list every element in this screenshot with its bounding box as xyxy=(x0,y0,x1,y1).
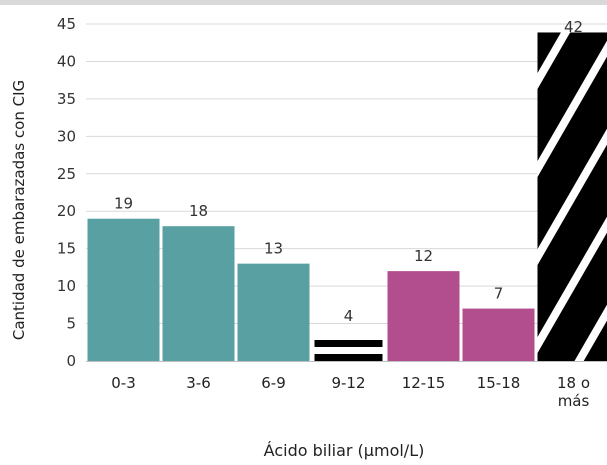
data-label: 4 xyxy=(344,307,354,325)
y-tick-label: 30 xyxy=(57,127,76,145)
data-labels: 19 18 13 4 12 7 42 xyxy=(114,18,583,325)
x-tick-line: 3-6 xyxy=(186,374,211,392)
y-tick-label: 0 xyxy=(66,352,76,370)
bar xyxy=(162,226,235,361)
x-tick-line: 0-3 xyxy=(111,374,136,392)
y-tick-label: 35 xyxy=(57,90,76,108)
data-label: 13 xyxy=(264,240,283,258)
x-tick-label: 6-9 xyxy=(261,374,286,392)
top-border xyxy=(0,0,607,5)
x-axis-ticks: 0-3 3-6 6-9 9-12 12-15 15-18 18 o más xyxy=(111,374,590,410)
x-axis-label: Ácido biliar (µmol/L) xyxy=(264,441,425,460)
data-label: 12 xyxy=(414,247,433,265)
bar-stripe xyxy=(314,354,383,361)
x-tick-label: 0-3 xyxy=(111,374,136,392)
data-label: 7 xyxy=(494,285,504,303)
y-tick-label: 5 xyxy=(66,315,76,333)
x-tick-line: 15-18 xyxy=(477,374,521,392)
bar xyxy=(537,32,607,361)
bar xyxy=(462,308,535,361)
bar xyxy=(387,271,460,361)
data-label: 42 xyxy=(564,18,583,36)
x-tick-line: 6-9 xyxy=(261,374,286,392)
y-tick-label: 45 xyxy=(57,15,76,33)
y-tick-label: 20 xyxy=(57,202,76,220)
y-tick-label: 10 xyxy=(57,277,76,295)
y-axis-ticks: 0 5 10 15 20 25 30 35 40 45 xyxy=(57,15,76,370)
x-tick-line: 9-12 xyxy=(331,374,365,392)
y-axis-label: Cantidad de embarazadas con CIG xyxy=(10,80,28,340)
x-tick-label: 3-6 xyxy=(186,374,211,392)
x-tick-line: 18 o xyxy=(557,374,590,392)
x-tick-label: 15-18 xyxy=(477,374,521,392)
bar xyxy=(314,340,383,361)
x-tick-line: más xyxy=(558,392,590,410)
y-tick-label: 15 xyxy=(57,240,76,258)
y-tick-label: 40 xyxy=(57,52,76,70)
x-tick-label: 9-12 xyxy=(331,374,365,392)
y-tick-label: 25 xyxy=(57,165,76,183)
bar-stripe xyxy=(314,340,383,347)
data-label: 19 xyxy=(114,195,133,213)
bar xyxy=(87,218,160,361)
bar xyxy=(237,263,310,361)
bars xyxy=(87,32,607,361)
x-tick-label: 18 o más xyxy=(557,374,590,410)
x-tick-line: 12-15 xyxy=(402,374,446,392)
x-tick-label: 12-15 xyxy=(402,374,446,392)
data-label: 18 xyxy=(189,202,208,220)
